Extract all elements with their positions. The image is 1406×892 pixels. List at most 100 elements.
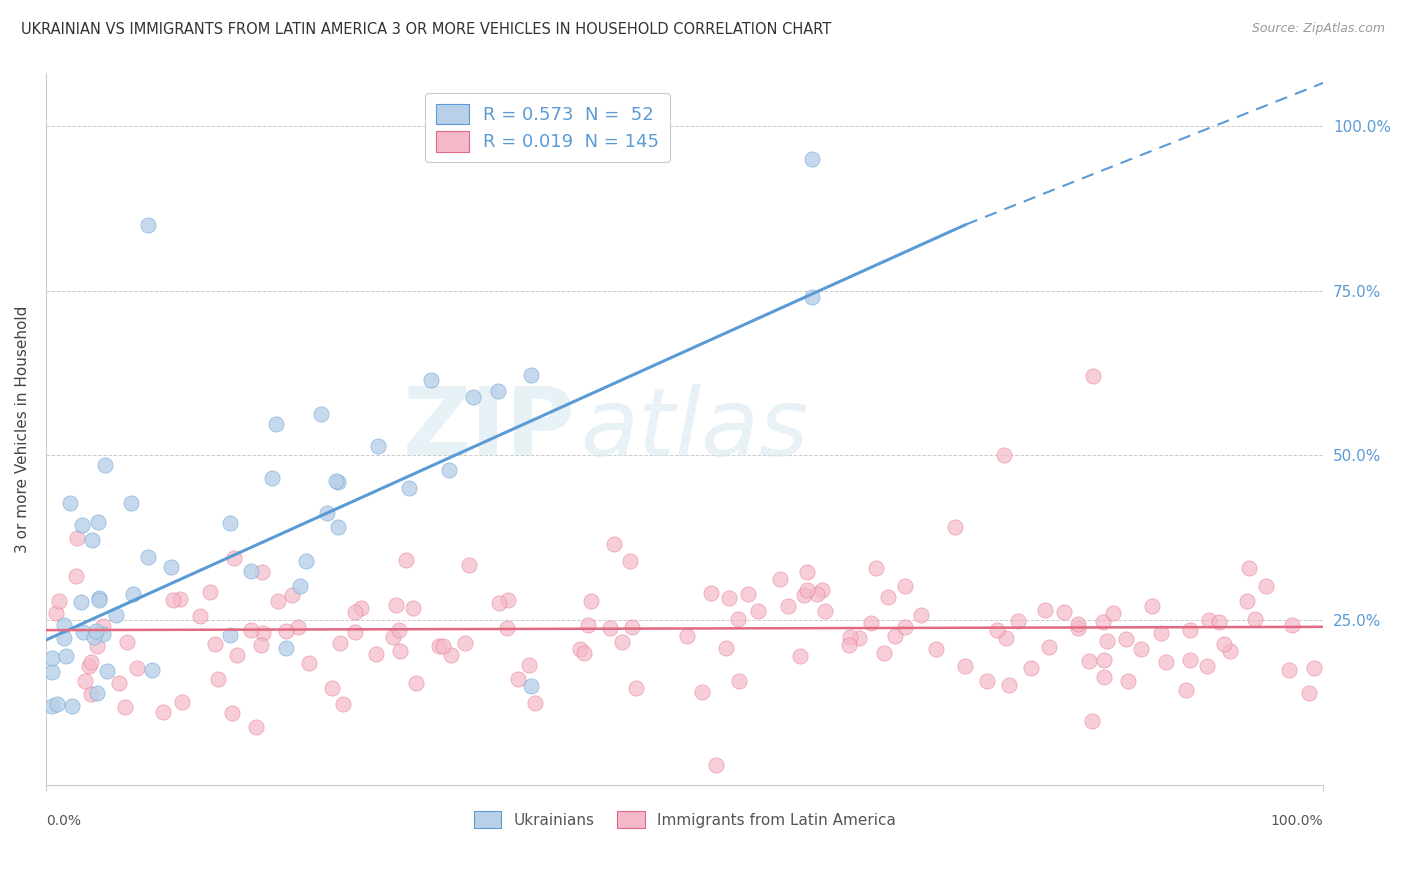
Point <box>520 368 543 382</box>
Point <box>239 623 262 637</box>
Text: 0.0%: 0.0% <box>46 814 82 828</box>
Point <box>610 634 633 648</box>
Point <box>204 637 226 651</box>
Point <box>84 624 107 639</box>
Point <box>222 551 245 566</box>
Point <box>264 417 287 431</box>
Point <box>115 635 138 649</box>
Text: 100.0%: 100.0% <box>1271 814 1323 828</box>
Point <box>1092 653 1115 667</box>
Point <box>388 623 411 637</box>
Point <box>72 625 94 640</box>
Point <box>1174 683 1197 698</box>
Point <box>394 553 416 567</box>
Point <box>366 647 388 661</box>
Point <box>221 706 243 721</box>
Point <box>1102 606 1125 620</box>
Point <box>114 699 136 714</box>
Point <box>789 649 811 664</box>
Point <box>1129 641 1152 656</box>
Point <box>252 626 274 640</box>
Point <box>325 474 347 488</box>
Point <box>398 481 420 495</box>
Point <box>619 554 641 568</box>
Point <box>995 631 1018 645</box>
Point <box>344 605 367 619</box>
Point <box>458 558 481 573</box>
Point <box>1083 369 1105 384</box>
Point <box>298 656 321 670</box>
Point <box>427 639 450 653</box>
Point <box>1033 603 1056 617</box>
Point <box>704 758 727 772</box>
Point <box>172 695 194 709</box>
Point <box>676 629 699 643</box>
Point <box>839 631 862 645</box>
Point <box>53 631 76 645</box>
Point <box>796 565 818 579</box>
Point <box>65 569 87 583</box>
Point <box>1115 632 1137 646</box>
Point <box>94 458 117 472</box>
Point <box>1053 605 1076 619</box>
Legend: Ukrainians, Immigrants from Latin America: Ukrainians, Immigrants from Latin Americ… <box>467 805 901 834</box>
Point <box>89 591 111 605</box>
Point <box>486 384 509 398</box>
Point <box>311 407 333 421</box>
Point <box>136 550 159 565</box>
Point <box>873 646 896 660</box>
Point <box>801 290 824 304</box>
Point <box>245 720 267 734</box>
Point <box>41 650 63 665</box>
Point <box>86 639 108 653</box>
Point <box>728 673 751 688</box>
Point <box>381 630 404 644</box>
Point <box>976 674 998 689</box>
Point <box>1149 626 1171 640</box>
Point <box>581 594 603 608</box>
Point <box>87 593 110 607</box>
Point <box>463 391 485 405</box>
Point <box>328 475 350 489</box>
Point <box>159 559 181 574</box>
Point <box>1236 594 1258 608</box>
Point <box>700 585 723 599</box>
Point <box>440 648 463 662</box>
Point <box>281 588 304 602</box>
Point <box>288 578 311 592</box>
Point <box>405 676 427 690</box>
Point <box>1092 670 1115 684</box>
Point <box>945 520 967 534</box>
Point <box>80 655 103 669</box>
Point <box>343 624 366 639</box>
Point <box>1197 658 1219 673</box>
Point <box>152 705 174 719</box>
Point <box>1218 644 1240 658</box>
Point <box>91 627 114 641</box>
Point <box>454 636 477 650</box>
Point <box>45 698 67 712</box>
Text: ZIP: ZIP <box>404 383 576 475</box>
Point <box>884 629 907 643</box>
Point <box>73 674 96 689</box>
Point <box>316 506 339 520</box>
Point <box>572 646 595 660</box>
Point <box>776 599 799 614</box>
Point <box>240 564 263 578</box>
Point <box>188 609 211 624</box>
Point <box>1256 579 1278 593</box>
Point <box>274 641 297 656</box>
Point <box>295 554 318 568</box>
Point <box>993 449 1015 463</box>
Point <box>576 618 599 632</box>
Point <box>141 663 163 677</box>
Point <box>198 585 221 599</box>
Point <box>1237 560 1260 574</box>
Point <box>1007 614 1029 628</box>
Point <box>120 496 142 510</box>
Point <box>52 618 75 632</box>
Point <box>367 439 389 453</box>
Point <box>520 679 543 693</box>
Point <box>136 218 159 232</box>
Y-axis label: 3 or more Vehicles in Household: 3 or more Vehicles in Household <box>15 305 30 553</box>
